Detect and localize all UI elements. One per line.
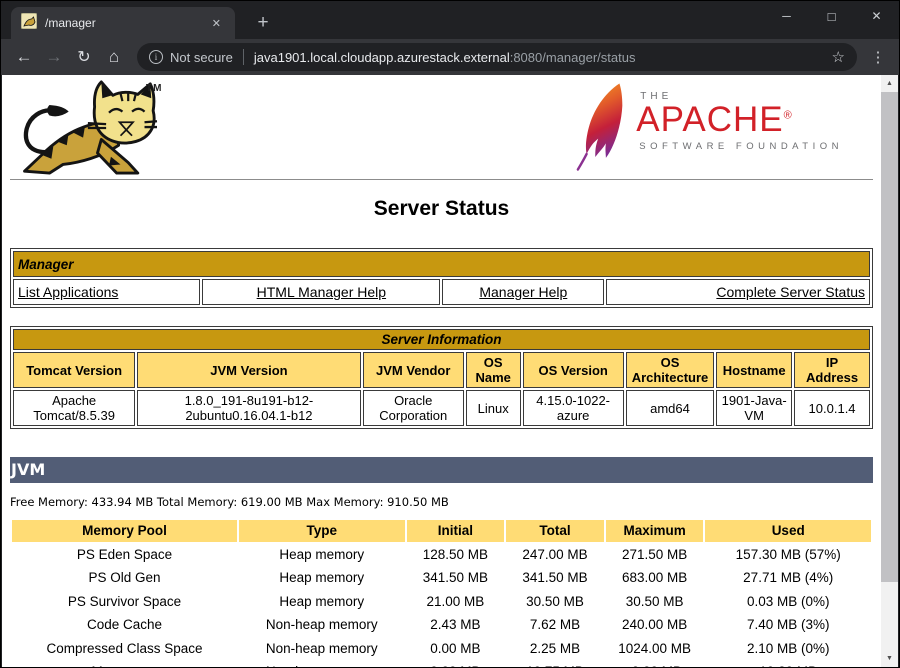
server-info-table: Server Information Tomcat Version JVM Ve… xyxy=(10,326,873,429)
url-host: java1901.local.cloudapp.azurestack.exter… xyxy=(253,49,510,65)
server-info-header-row: Tomcat Version JVM Version JVM Vendor OS… xyxy=(13,352,870,388)
col-os-version: OS Version xyxy=(522,352,624,388)
header-divider xyxy=(10,179,873,180)
tomcat-favicon-icon xyxy=(20,12,38,34)
memory-row-code-cache: Code Cache Non-heap memory 2.43 MB 7.62 … xyxy=(86,617,830,633)
tab-strip: /manager ✕ + ─ □ ✕ xyxy=(1,1,899,39)
back-icon[interactable]: ← xyxy=(15,47,33,66)
apache-logo-text: THE APACHE® SOFTWARE FOUNDATION xyxy=(636,81,843,152)
manager-section-title: Manager xyxy=(13,251,870,277)
maximize-button[interactable]: □ xyxy=(827,8,836,24)
memory-row-ps-old-gen: PS Old Gen Heap memory 341.50 MB 341.50 … xyxy=(88,570,834,586)
scrollbar-up-icon[interactable]: ▲ xyxy=(886,80,893,87)
tab-manager[interactable]: /manager ✕ xyxy=(11,7,235,39)
server-info-value-row: Apache Tomcat/8.5.39 1.8.0_191-8u191-b12… xyxy=(13,390,870,426)
jvm-section-banner: JVM xyxy=(10,457,873,483)
browser-menu-icon[interactable]: ⋮ xyxy=(870,49,886,66)
col-type: Type xyxy=(238,520,405,542)
apache-the-label: THE xyxy=(640,91,673,102)
manager-nav-table: Manager List Applications HTML Manager H… xyxy=(10,248,873,308)
scrollbar-down-icon[interactable]: ▼ xyxy=(886,655,893,662)
memory-row-ps-survivor-space: PS Survivor Space Heap memory 21.00 MB 3… xyxy=(67,593,830,609)
col-os-architecture: OS Architecture xyxy=(625,352,715,388)
forward-icon[interactable]: → xyxy=(45,47,63,66)
val-os-architecture: amd64 xyxy=(625,390,715,426)
col-os-name: OS Name xyxy=(465,352,521,388)
col-jvm-version: JVM Version xyxy=(137,352,361,388)
memory-row-metaspace: Metaspace Non-heap memory 0.00 MB 19.75 … xyxy=(12,661,871,667)
val-os-name: Linux xyxy=(465,390,521,426)
security-label: Not secure xyxy=(170,49,233,65)
minimize-button[interactable]: ─ xyxy=(782,9,791,23)
close-button[interactable]: ✕ xyxy=(871,9,882,23)
address-bar[interactable]: i Not secure java1901.local.cloudapp.azu… xyxy=(137,43,857,71)
memory-table-header-row: Memory Pool Type Initial Total Maximum U… xyxy=(12,520,871,542)
val-jvm-version: 1.8.0_191-8u191-b12-2ubuntu0.16.04.1-b12 xyxy=(137,390,361,426)
manager-links-row: List Applications HTML Manager Help Mana… xyxy=(13,279,870,305)
col-hostname: Hostname xyxy=(716,352,793,388)
col-jvm-vendor: JVM Vendor xyxy=(362,352,464,388)
col-total: Total xyxy=(506,520,604,542)
tab-title: /manager xyxy=(45,16,96,30)
col-initial: Initial xyxy=(406,520,505,542)
reload-icon[interactable]: ↻ xyxy=(77,49,91,66)
val-jvm-vendor: Oracle Corporation xyxy=(362,390,464,426)
server-info-section-title: Server Information xyxy=(13,329,870,350)
home-icon[interactable]: ⌂ xyxy=(108,47,120,66)
apache-name-label: APACHE® xyxy=(636,100,793,139)
bookmark-star-icon[interactable]: ☆ xyxy=(831,49,845,66)
page-content: TM xyxy=(2,75,881,667)
tomcat-trademark: TM xyxy=(146,83,163,94)
scrollbar-thumb[interactable] xyxy=(881,92,898,582)
col-maximum: Maximum xyxy=(605,520,704,542)
registered-mark: ® xyxy=(783,109,793,122)
apache-logo: THE APACHE® SOFTWARE FOUNDATION xyxy=(574,81,843,178)
apache-feather-icon xyxy=(574,81,632,178)
val-ip-address: 10.0.1.4 xyxy=(794,390,870,426)
col-used: Used xyxy=(705,520,871,542)
col-memory-pool: Memory Pool xyxy=(12,520,237,542)
link-manager-help[interactable]: Manager Help xyxy=(479,284,568,300)
page-title: Server Status xyxy=(373,197,510,220)
window-controls: ─ □ ✕ xyxy=(764,1,899,31)
val-hostname: 1901-Java-VM xyxy=(716,390,793,426)
new-tab-button[interactable]: + xyxy=(257,12,269,33)
tab-close-icon[interactable]: ✕ xyxy=(211,17,221,30)
info-icon[interactable]: i xyxy=(149,50,163,64)
tomcat-logo xyxy=(10,80,160,181)
memory-pool-table: Memory Pool Type Initial Total Maximum U… xyxy=(10,518,873,667)
val-os-version: 4.15.0-1022-azure xyxy=(522,390,624,426)
memory-row-ps-eden-space: PS Eden Space Heap memory 128.50 MB 247.… xyxy=(76,546,841,562)
memory-row-compressed-class-space: Compressed Class Space Non-heap memory 0… xyxy=(46,640,830,656)
link-html-manager-help[interactable]: HTML Manager Help xyxy=(256,284,387,300)
logo-row: TM xyxy=(10,75,873,179)
page-viewport: ▲ ▼ xyxy=(2,75,898,667)
apache-sub-label: SOFTWARE FOUNDATION xyxy=(639,140,843,152)
col-ip-address: IP Address xyxy=(794,352,870,388)
val-tomcat-version: Apache Tomcat/8.5.39 xyxy=(13,390,136,426)
browser-toolbar: ← → ↻ ⌂ i Not secure java1901.local.clou… xyxy=(1,39,899,75)
url-path: :8080/manager/status xyxy=(509,49,636,65)
scrollbar[interactable]: ▲ ▼ xyxy=(881,75,898,667)
link-list-applications[interactable]: List Applications xyxy=(18,284,119,300)
omnibox-divider xyxy=(242,49,244,65)
link-complete-server-status[interactable]: Complete Server Status xyxy=(716,284,865,300)
col-tomcat-version: Tomcat Version xyxy=(13,352,136,388)
jvm-memory-summary: Free Memory: 433.94 MB Total Memory: 619… xyxy=(10,495,449,509)
